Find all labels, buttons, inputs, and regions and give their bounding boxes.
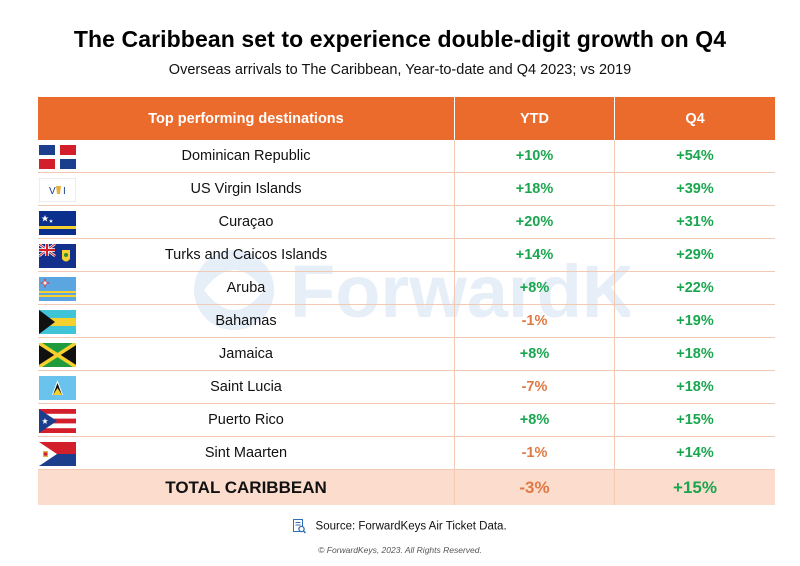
ytd-value: +18% [455,173,615,205]
source-note: Source: ForwardKeys Air Ticket Data. [0,519,800,534]
total-q4: +15% [673,477,717,497]
header-ytd: YTD [455,97,615,140]
q4-value: +18% [676,346,714,362]
ytd-value: -1% [455,437,615,469]
table-row: Turks and Caicos Islands +14% +29% [38,239,775,272]
ytd-value: +20% [455,206,615,238]
table-row: Aruba +8% +22% [38,272,775,305]
ytd-value: -1% [455,305,615,337]
header-q4: Q4 [685,110,705,127]
table-header: Top performing destinations YTD Q4 [38,97,775,140]
destination-cell: Saint Lucia [38,371,455,403]
q4-value: +15% [676,412,714,428]
source-text: Source: ForwardKeys Air Ticket Data. [315,520,507,533]
turks-caicos-flag-icon [39,244,76,268]
sint-maarten-flag-icon [39,442,76,466]
destination-cell: Turks and Caicos Islands [38,239,455,271]
ytd-value: +8% [455,338,615,370]
copyright-note: © ForwardKeys, 2023. All Rights Reserved… [318,545,482,555]
ytd-value: +8% [455,272,615,304]
destination-cell: Sint Maarten [38,437,455,469]
aruba-flag-icon [39,277,76,301]
destination-cell: Dominican Republic [38,140,455,172]
header-destination: Top performing destinations [38,97,455,140]
chart-title: The Caribbean set to experience double-d… [73,26,727,52]
q4-value: +39% [676,181,714,197]
chart-subtitle: Overseas arrivals to The Caribbean, Year… [168,62,632,78]
table-body: Dominican Republic +10% +54% V I US Virgin Is… [38,140,775,470]
q4-value: +22% [676,280,714,296]
destination-name: Bahamas [215,313,277,329]
ytd-value: +8% [455,404,615,436]
total-row: TOTAL CARIBBEAN -3% +15% [38,470,775,505]
saint-lucia-flag-icon [39,376,76,400]
q4-value: +14% [676,445,714,461]
dominican-republic-flag-icon [39,145,76,169]
destination-cell: Bahamas [38,305,455,337]
ytd-value: +14% [455,239,615,271]
q4-value: +54% [676,148,714,164]
destination-cell: V I US Virgin Islands [38,173,455,205]
table-row: Sint Maarten -1% +14% [38,437,775,470]
q4-value: +29% [676,247,714,263]
destination-name: Sint Maarten [204,445,288,461]
q4-value: +18% [676,379,714,395]
table-row: Puerto Rico +8% +15% [38,404,775,437]
ytd-value: +10% [455,140,615,172]
jamaica-flag-icon [39,343,76,367]
destinations-table: Top performing destinations YTD Q4 Domin… [38,97,775,505]
destination-cell: Curaçao [38,206,455,238]
table-row: Dominican Republic +10% +54% [38,140,775,173]
bahamas-flag-icon [39,310,76,334]
table-row: Curaçao +20% +31% [38,206,775,239]
destination-name: US Virgin Islands [190,181,302,197]
puerto-rico-flag-icon [39,409,76,433]
table-row: Jamaica +8% +18% [38,338,775,371]
q4-value: +19% [676,313,714,329]
table-row: Bahamas -1% +19% [38,305,775,338]
destination-name: Saint Lucia [210,379,282,395]
total-ytd: -3% [455,470,615,505]
svg-text:V: V [49,186,56,197]
destination-cell: Jamaica [38,338,455,370]
q4-value: +31% [676,214,714,230]
destination-name: Curaçao [218,214,274,230]
ytd-value: -7% [455,371,615,403]
document-search-icon [293,519,307,534]
destination-cell: Puerto Rico [38,404,455,436]
destination-name: Puerto Rico [208,412,284,428]
svg-text:I: I [63,186,66,197]
total-label: TOTAL CARIBBEAN [38,470,455,505]
table-row: Saint Lucia -7% +18% [38,371,775,404]
destination-cell: Aruba [38,272,455,304]
destination-name: Turks and Caicos Islands [164,247,328,263]
destination-name: Dominican Republic [181,148,311,164]
curacao-flag-icon [39,211,76,235]
destination-name: Jamaica [219,346,273,362]
destination-name: Aruba [226,280,266,296]
table-row: V I US Virgin Islands +18% +39% [38,173,775,206]
